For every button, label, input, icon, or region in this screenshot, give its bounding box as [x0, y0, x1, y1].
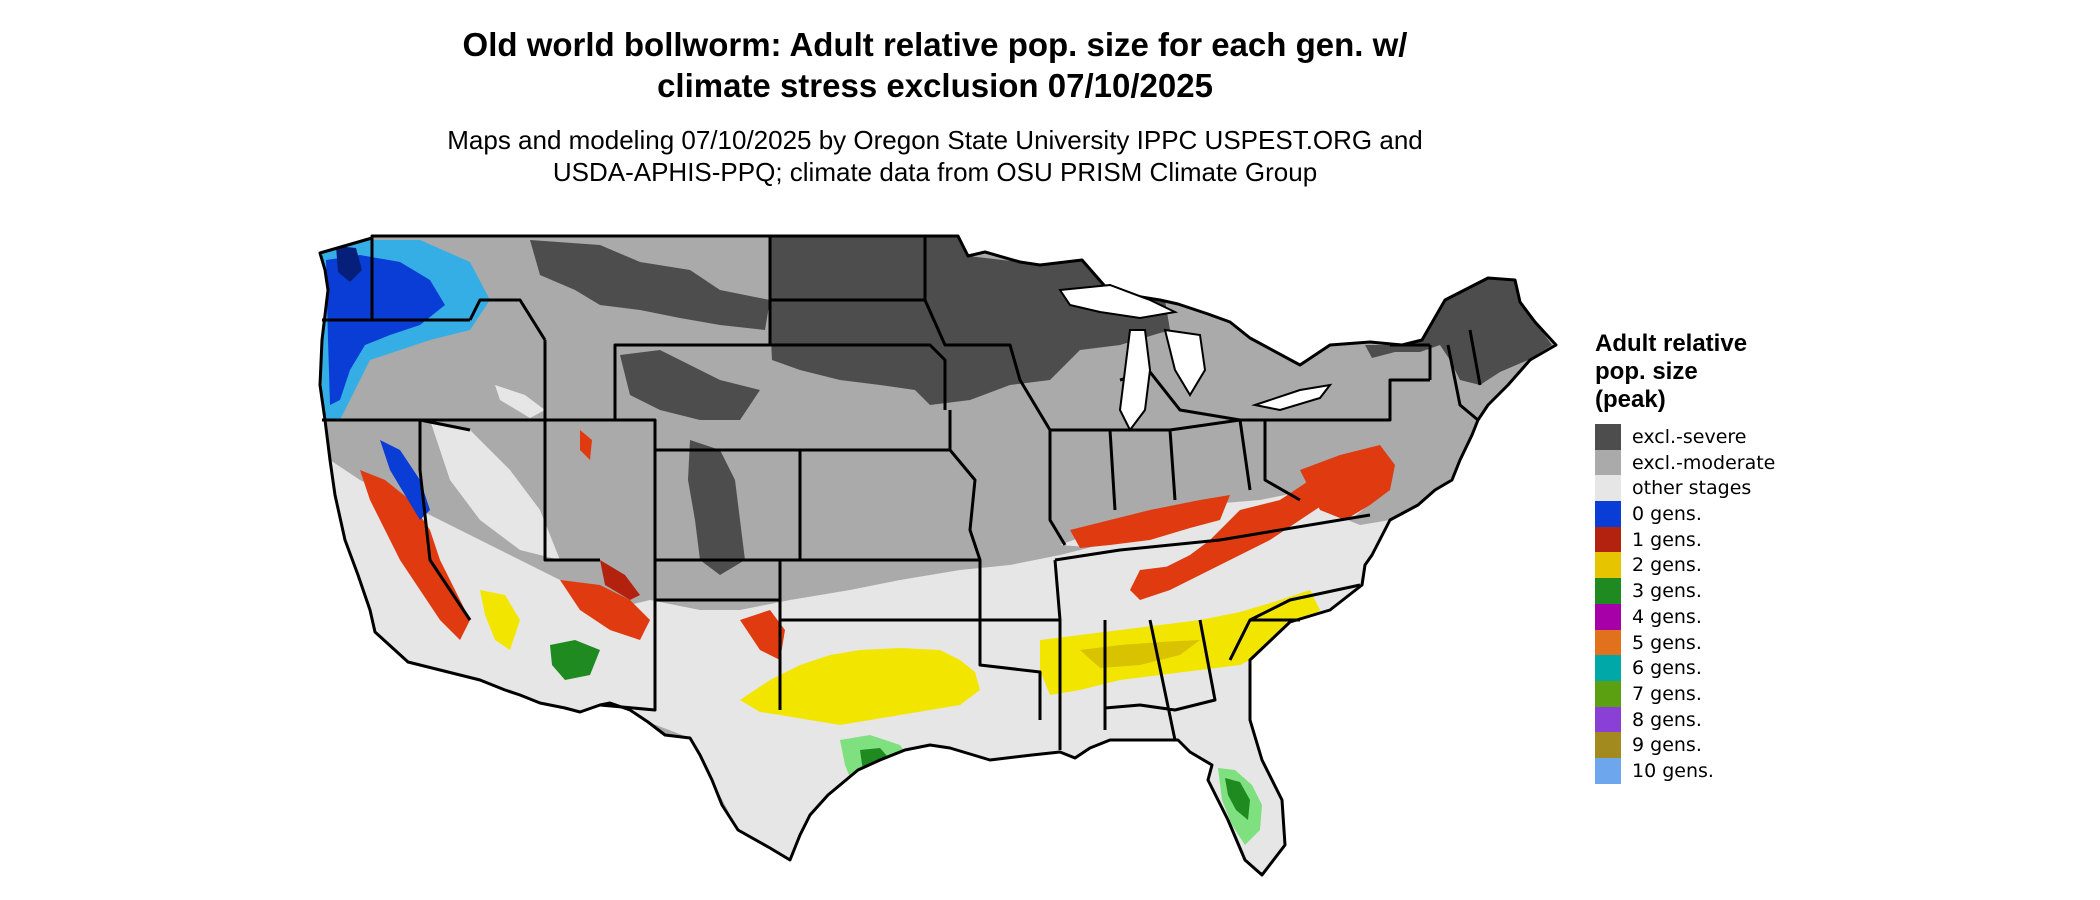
severe-zone-northeast [1365, 278, 1552, 385]
gen2-zone-south-central [740, 648, 980, 725]
gen1-zone-tennessee [1130, 565, 1200, 600]
legend-label: 2 gens. [1632, 554, 1702, 577]
legend-swatch [1595, 732, 1621, 759]
legend-item: 10 gens. [1595, 756, 1815, 784]
legend-item: 1 gens. [1595, 525, 1815, 553]
other-stages-idaho [495, 385, 545, 418]
legend-title-line: (peak) [1595, 386, 1666, 413]
legend-swatch [1595, 655, 1621, 682]
legend-swatch [1595, 424, 1621, 450]
legend-swatch [1595, 757, 1621, 784]
legend-swatch [1595, 475, 1621, 502]
legend-item: excl.-severe [1595, 422, 1815, 450]
gen1-zone-arizona-rim [600, 560, 640, 600]
severe-zone-rockies [530, 240, 770, 330]
legend-label: 8 gens. [1632, 708, 1702, 731]
gen1-zone-virginia [1150, 455, 1360, 590]
legend-item: excl.-moderate [1595, 448, 1815, 476]
legend-swatch [1595, 501, 1621, 528]
gen3-zone-florida-core [1225, 778, 1250, 820]
subtitle-line-1: Maps and modeling 07/10/2025 by Oregon S… [447, 125, 1423, 155]
legend-label: other stages [1632, 477, 1752, 500]
us-map [318, 234, 1558, 877]
legend-swatch [1595, 449, 1621, 476]
legend-item: 0 gens. [1595, 499, 1815, 528]
legend-item: 7 gens. [1595, 679, 1815, 707]
map-legend: Adult relative pop. size (peak) excl.-se… [1595, 330, 1815, 784]
legend-label: excl.-severe [1632, 426, 1747, 448]
legend-item: 9 gens. [1595, 730, 1815, 759]
title-line-1: Old world bollworm: Adult relative pop. … [462, 26, 1408, 63]
gen0-zone-sierra [380, 440, 430, 520]
lake-superior [1058, 283, 1179, 320]
gen1-zone-utah [580, 430, 592, 460]
gen0-zone-washington-dark [336, 246, 362, 282]
legend-label: 9 gens. [1632, 734, 1702, 757]
legend-title: Adult relative pop. size (peak) [1595, 330, 1815, 414]
legend-label: 0 gens. [1632, 503, 1702, 526]
subtitle-line-2: USDA-APHIS-PPQ; climate data from OSU PR… [552, 157, 1318, 187]
legend-item: other stages [1595, 473, 1815, 502]
lake-huron [1163, 328, 1207, 397]
legend-swatch [1595, 629, 1621, 656]
legend-swatch [1595, 603, 1621, 630]
legend-item: 4 gens. [1595, 602, 1815, 630]
legend-swatch [1595, 526, 1621, 553]
legend-label: 3 gens. [1632, 580, 1702, 603]
legend-title-line: pop. size [1595, 358, 1698, 385]
legend-item: 5 gens. [1595, 628, 1815, 656]
severe-zone-colorado [688, 440, 745, 575]
legend-label: 7 gens. [1632, 682, 1702, 705]
lake-michigan [1118, 329, 1152, 432]
legend-swatch [1595, 552, 1621, 579]
severe-zone-upper-midwest [770, 236, 1170, 405]
legend-label: 5 gens. [1632, 631, 1702, 654]
legend-swatch [1595, 680, 1621, 707]
state-border-lines [322, 236, 1482, 750]
legend-item: 3 gens. [1595, 576, 1815, 605]
map-subtitle: Maps and modeling 07/10/2025 by Oregon S… [0, 124, 1870, 188]
legend-label: 6 gens. [1632, 657, 1702, 680]
legend-swatch [1595, 706, 1621, 733]
gen1-zone-california [360, 470, 470, 640]
legend-label: excl.-moderate [1632, 451, 1776, 474]
legend-items: excl.-severe excl.-moderate other stages 0 … [1595, 422, 1815, 784]
legend-swatch [1595, 578, 1621, 605]
gen1-zone-new-mexico [740, 610, 785, 660]
severe-zone-wyoming [620, 350, 760, 420]
map-title: Old world bollworm: Adult relative pop. … [0, 24, 1870, 106]
title-line-2: climate stress exclusion 07/10/2025 [657, 67, 1213, 104]
gen1-zone-kentucky [1070, 495, 1230, 548]
lake-erie [1251, 383, 1333, 412]
legend-title-line: Adult relative [1595, 330, 1748, 357]
gen3-zone-arizona [550, 640, 600, 680]
gen1-zone-mid-atlantic [1300, 445, 1395, 520]
gen1-zone-arizona [560, 580, 650, 640]
legend-item: 2 gens. [1595, 550, 1815, 579]
state-borders [318, 234, 1558, 877]
legend-label: 10 gens. [1632, 759, 1714, 782]
legend-label: 4 gens. [1632, 605, 1702, 628]
gen0-zone-pacific-nw-core [326, 255, 445, 405]
other-stages-nevada [430, 420, 560, 560]
great-lakes [1058, 283, 1333, 432]
legend-label: 1 gens. [1632, 528, 1702, 551]
legend-item: 8 gens. [1595, 705, 1815, 733]
gen2-zone-arizona [480, 590, 520, 650]
gen2-zone-southeast-core [1080, 640, 1200, 668]
legend-item: 6 gens. [1595, 653, 1815, 682]
